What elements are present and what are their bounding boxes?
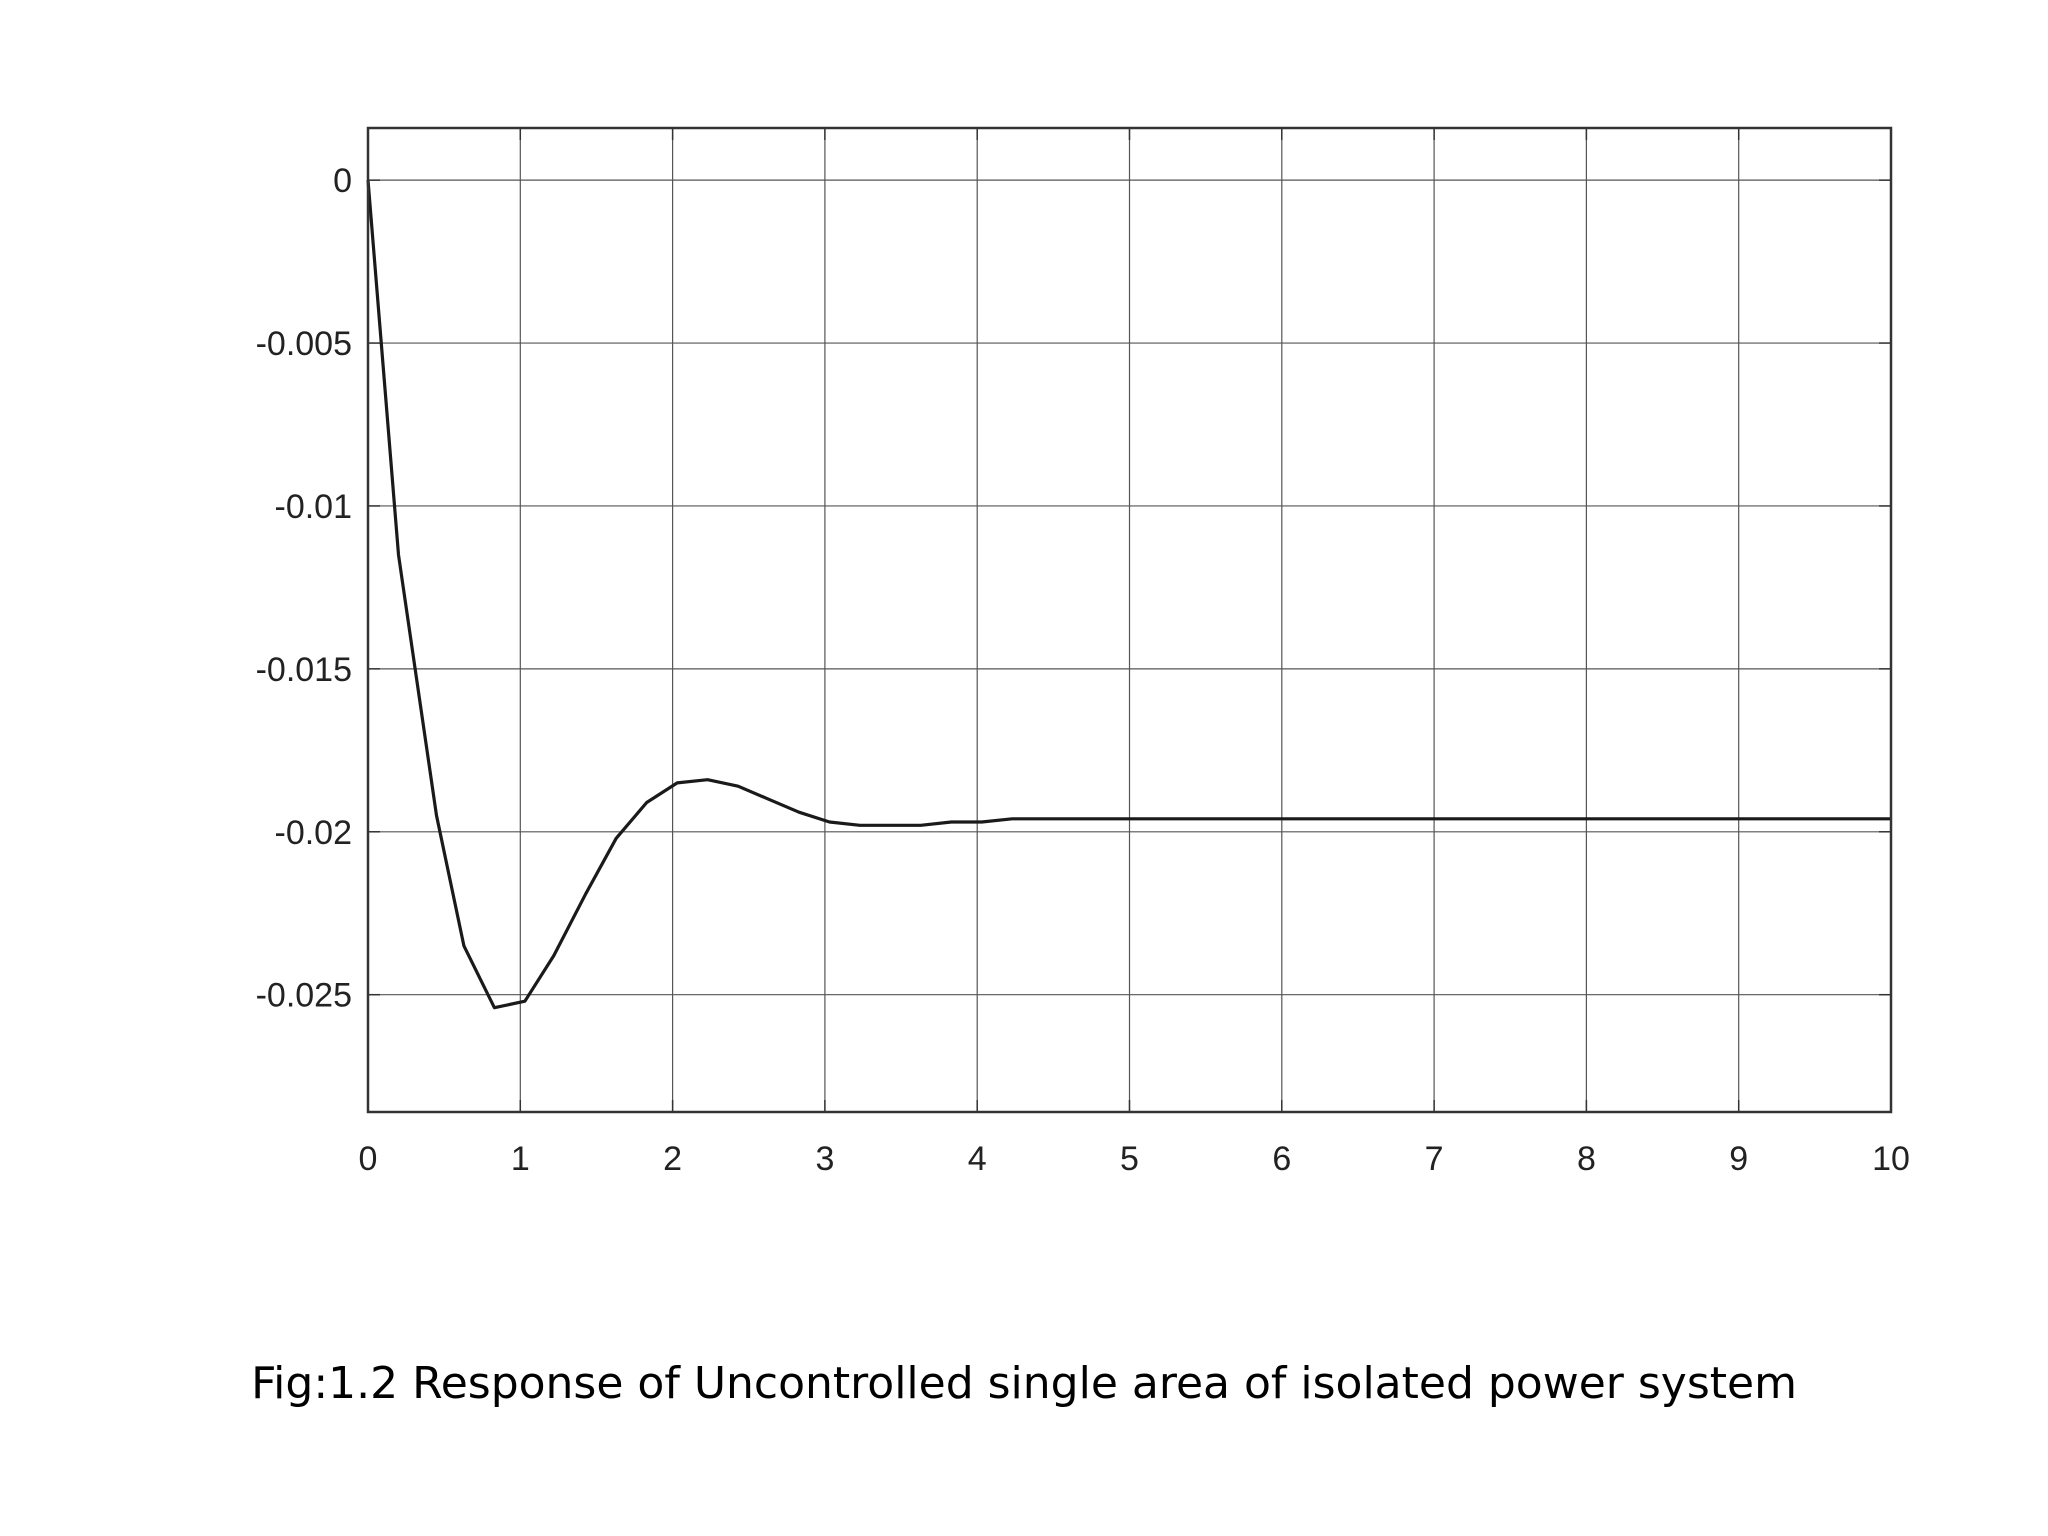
y-tick-label: -0.01 bbox=[275, 488, 353, 526]
x-tick-label: 7 bbox=[1425, 1140, 1444, 1178]
y-tick-label: 0 bbox=[333, 162, 352, 200]
x-axis-tick-labels: 0 1 2 3 4 5 6 7 8 9 10 bbox=[359, 1140, 1910, 1178]
plot-border bbox=[366, 126, 1893, 1114]
series-layer bbox=[366, 179, 1891, 1010]
series-line bbox=[366, 179, 1891, 1010]
x-tick-label: 10 bbox=[1872, 1140, 1910, 1178]
x-tick-label: 1 bbox=[511, 1140, 530, 1178]
x-tick-label: 9 bbox=[1729, 1140, 1748, 1178]
figure-caption: Fig:1.2 Response of Uncontrolled single … bbox=[251, 1358, 1797, 1409]
y-tick-label: -0.015 bbox=[256, 651, 352, 689]
y-tick-label: -0.02 bbox=[275, 814, 353, 852]
y-axis-tick-labels: 0 -0.005 -0.01 -0.015 -0.02 -0.025 bbox=[256, 162, 352, 1015]
x-tick-label: 0 bbox=[359, 1140, 378, 1178]
plot-frame bbox=[366, 126, 1893, 1114]
x-tick-label: 5 bbox=[1120, 1140, 1139, 1178]
x-tick-label: 4 bbox=[968, 1140, 987, 1178]
grid-lines bbox=[368, 128, 1891, 1112]
x-tick-label: 3 bbox=[815, 1140, 834, 1178]
y-tick-label: -0.025 bbox=[256, 977, 352, 1015]
x-tick-label: 8 bbox=[1577, 1140, 1596, 1178]
y-tick-label: -0.005 bbox=[256, 325, 352, 363]
x-tick-label: 2 bbox=[663, 1140, 682, 1178]
x-tick-label: 6 bbox=[1272, 1140, 1291, 1178]
